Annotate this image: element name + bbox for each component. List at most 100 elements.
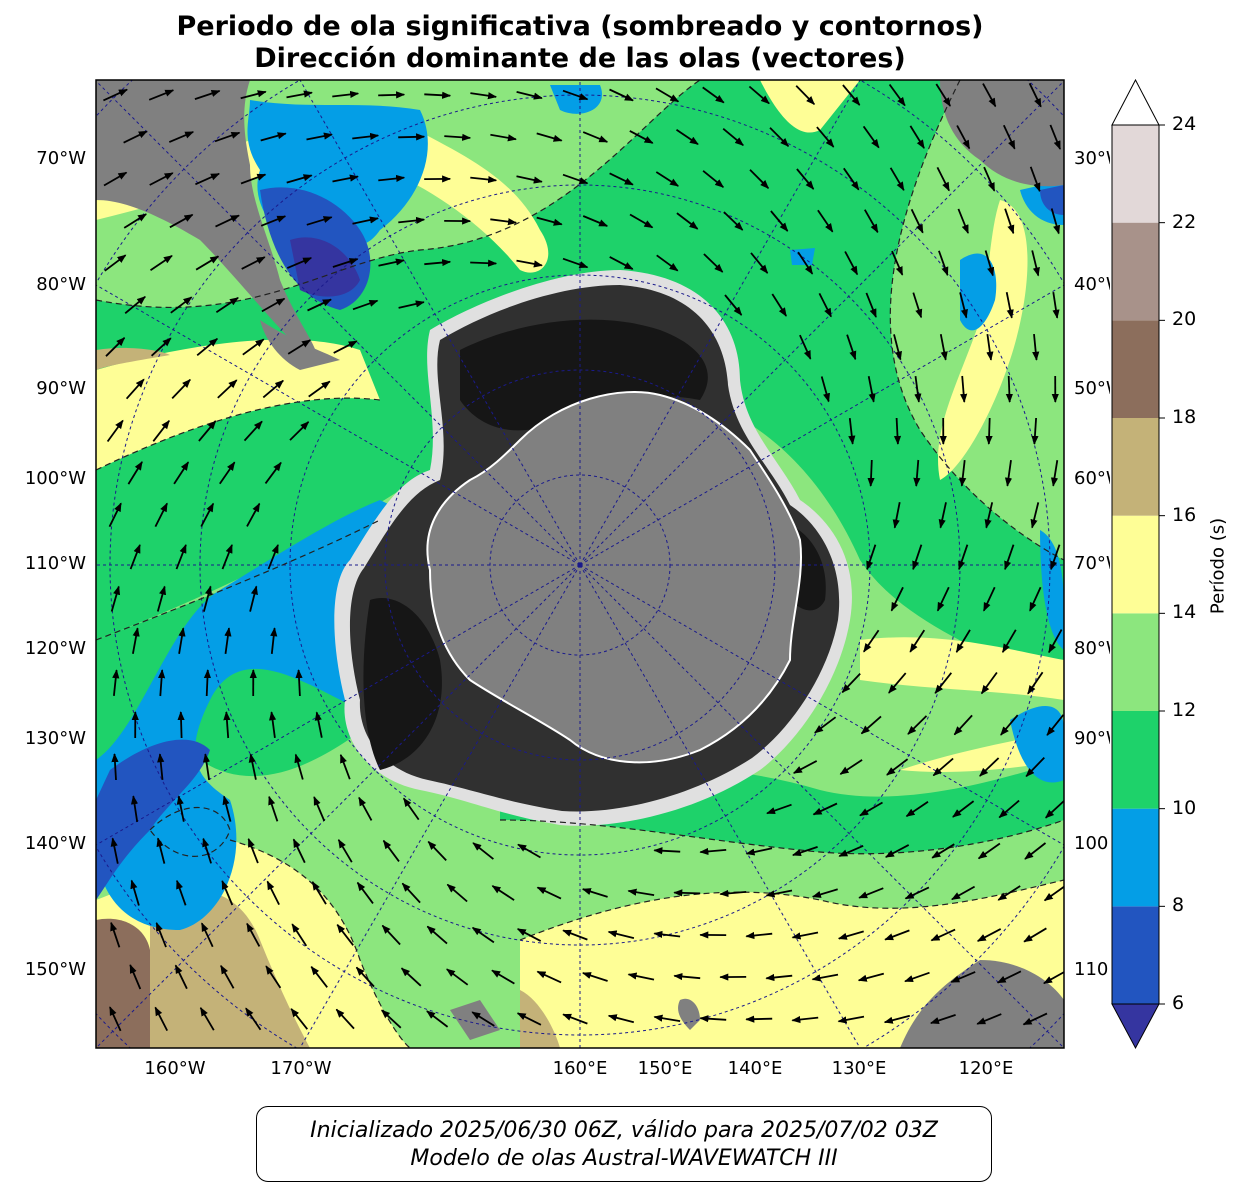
wave-vector — [536, 216, 563, 226]
wave-vector — [516, 175, 543, 184]
wave-vector — [958, 544, 969, 571]
wave-vector — [745, 847, 773, 856]
shade-16-18-s — [520, 990, 560, 1048]
colorbar-tick-22: 22 — [1172, 210, 1197, 233]
wave-vector — [653, 1014, 681, 1022]
colorbar-tick-8: 8 — [1172, 894, 1185, 917]
wave-vector — [914, 375, 922, 403]
wave-vector — [719, 889, 747, 898]
wave-vector — [837, 1015, 865, 1024]
colorbar-tick-14: 14 — [1172, 601, 1197, 624]
wave-vector — [982, 83, 997, 108]
map-frame — [95, 79, 1065, 1049]
wave-vector — [247, 838, 259, 864]
wave-vector — [381, 924, 401, 946]
wave-vector — [155, 922, 167, 948]
wave-vector — [352, 216, 379, 225]
wave-vector — [444, 133, 472, 141]
colorbar-over-arrow — [1111, 78, 1160, 126]
left-tick-140w: 140°W — [24, 833, 86, 854]
wave-vector — [130, 795, 139, 823]
wave-vector — [169, 213, 194, 229]
wave-vector — [986, 333, 994, 361]
wave-vector — [294, 753, 304, 780]
wave-vector — [839, 759, 863, 775]
wave-vector — [424, 91, 452, 99]
wave-vector — [844, 251, 859, 276]
shade-14-16-e — [938, 200, 1028, 480]
colorbar-tick-16: 16 — [1172, 503, 1197, 526]
wave-vector — [1029, 586, 1042, 612]
wave-vector — [609, 172, 634, 186]
wave-vector — [770, 210, 789, 232]
wave-vector — [339, 753, 351, 780]
wave-vector — [702, 86, 725, 104]
wave-vector — [470, 259, 498, 267]
wave-vector — [699, 1015, 727, 1023]
wave-vector — [173, 461, 190, 485]
shade-16-18-nw — [96, 347, 170, 370]
wave-vector — [750, 252, 769, 274]
wave-vector — [150, 337, 172, 357]
wave-vector — [609, 88, 634, 102]
shade-14-16-ne — [760, 80, 860, 133]
wave-vector — [627, 972, 655, 981]
wave-vector — [977, 842, 1001, 860]
wave-vector — [427, 840, 447, 862]
wave-vector — [260, 215, 287, 227]
wave-vector — [306, 132, 333, 141]
wave-vector — [516, 928, 542, 942]
wave-vector — [956, 125, 971, 150]
wave-vector — [883, 1014, 911, 1024]
sea-ice-dark-1 — [460, 319, 708, 431]
colorbar — [1111, 78, 1165, 1050]
colorbar-outline — [1111, 124, 1160, 1005]
shade-8-10-e2 — [1010, 706, 1064, 783]
wave-vector — [401, 882, 421, 904]
wave-vector — [655, 171, 679, 187]
wave-vector — [656, 254, 679, 272]
wave-vector — [266, 880, 280, 906]
wave-vector — [891, 250, 904, 276]
wave-vector — [270, 627, 278, 654]
wave-vector — [792, 846, 818, 856]
wave-vector — [222, 795, 232, 822]
wave-vector — [867, 376, 876, 403]
wave-vector — [123, 213, 147, 229]
wave-vector — [268, 711, 277, 739]
wave-vector — [517, 843, 541, 859]
wave-vector — [582, 131, 609, 143]
wave-vector — [629, 130, 654, 144]
wave-vector — [286, 257, 313, 269]
wave-vector — [306, 216, 333, 226]
wave-vector — [178, 627, 186, 654]
wave-vector — [812, 802, 838, 816]
wave-vector — [471, 926, 495, 944]
wave-vector — [265, 965, 282, 989]
wave-vector — [699, 847, 727, 856]
sea-ice-dark-2 — [363, 598, 442, 770]
wave-vector — [653, 930, 681, 939]
left-tick-150w: 150°W — [24, 959, 86, 980]
wave-vector — [959, 292, 968, 319]
wave-vector — [129, 544, 141, 570]
wave-vector — [939, 334, 948, 361]
bottom-tick-170w: 170°W — [270, 1058, 332, 1079]
wave-vector — [219, 461, 236, 485]
wave-vector — [936, 166, 950, 192]
wave-vector — [892, 502, 901, 529]
chart-title-line1: Periodo de ola significativa (sombreado … — [176, 11, 984, 42]
wave-vector — [214, 131, 241, 143]
wave-vector — [1024, 842, 1047, 860]
colorbar-level-6-8 — [1112, 906, 1159, 1004]
wave-vector — [516, 259, 543, 268]
wave-vector — [154, 1006, 169, 1032]
wave-vector — [811, 888, 838, 898]
wave-vector — [769, 127, 790, 147]
australia-land — [900, 960, 1064, 1048]
colorbar-level-8-10 — [1112, 808, 1159, 907]
wave-vector — [724, 294, 743, 316]
wave-vector — [241, 256, 266, 270]
wave-vector — [426, 925, 448, 945]
